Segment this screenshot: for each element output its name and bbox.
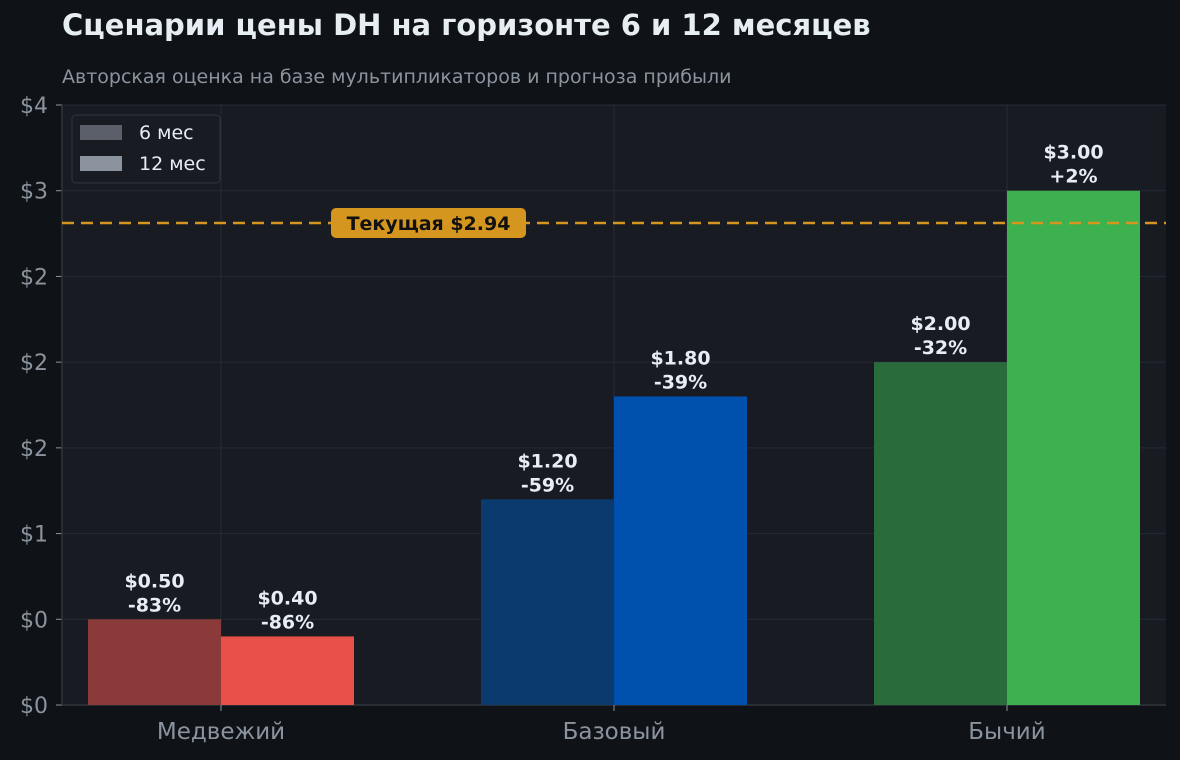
y-tick-label: $2 bbox=[20, 437, 48, 462]
bar-change-label: -59% bbox=[521, 474, 574, 496]
legend-swatch bbox=[80, 125, 122, 140]
bar-change-label: -32% bbox=[914, 337, 967, 359]
y-tick-label: $0 bbox=[20, 608, 48, 633]
bar-value-label: $0.50 bbox=[124, 570, 184, 592]
y-tick-label: $2 bbox=[20, 265, 48, 290]
y-tick-label: $4 bbox=[20, 94, 48, 119]
bar-6m bbox=[481, 499, 614, 705]
bar-value-label: $3.00 bbox=[1043, 142, 1103, 164]
legend-swatch bbox=[80, 156, 122, 171]
chart-subtitle: Авторская оценка на базе мультипликаторо… bbox=[62, 66, 732, 88]
x-tick-label: Базовый bbox=[563, 719, 666, 745]
legend-label: 6 мес bbox=[139, 122, 194, 144]
y-tick-label: $2 bbox=[20, 351, 48, 376]
bar-value-label: $2.00 bbox=[910, 313, 970, 335]
bar-change-label: -86% bbox=[261, 611, 314, 633]
bar-value-label: $0.40 bbox=[257, 587, 317, 609]
y-tick-label: $0 bbox=[20, 694, 48, 719]
bar-change-label: -83% bbox=[128, 594, 181, 616]
bar-12m bbox=[614, 396, 747, 705]
bar-value-label: $1.80 bbox=[650, 347, 710, 369]
bar-12m bbox=[221, 636, 354, 705]
chart-title: Сценарии цены DH на горизонте 6 и 12 мес… bbox=[62, 8, 871, 42]
x-tick-label: Медвежий bbox=[157, 719, 285, 745]
y-tick-label: $1 bbox=[20, 523, 48, 548]
bar-change-label: -39% bbox=[654, 371, 707, 393]
bar-value-label: $1.20 bbox=[517, 450, 577, 472]
bar-6m bbox=[88, 619, 221, 705]
bar-12m bbox=[1007, 190, 1140, 705]
legend-label: 12 мес bbox=[139, 153, 206, 175]
current-price-badge bbox=[331, 208, 526, 238]
bar-change-label: +2% bbox=[1049, 166, 1097, 188]
bar-6m bbox=[874, 362, 1007, 705]
y-tick-label: $3 bbox=[20, 180, 48, 205]
x-tick-label: Бычий bbox=[968, 719, 1045, 745]
current-price-label: Текущая $2.94 bbox=[347, 213, 511, 235]
